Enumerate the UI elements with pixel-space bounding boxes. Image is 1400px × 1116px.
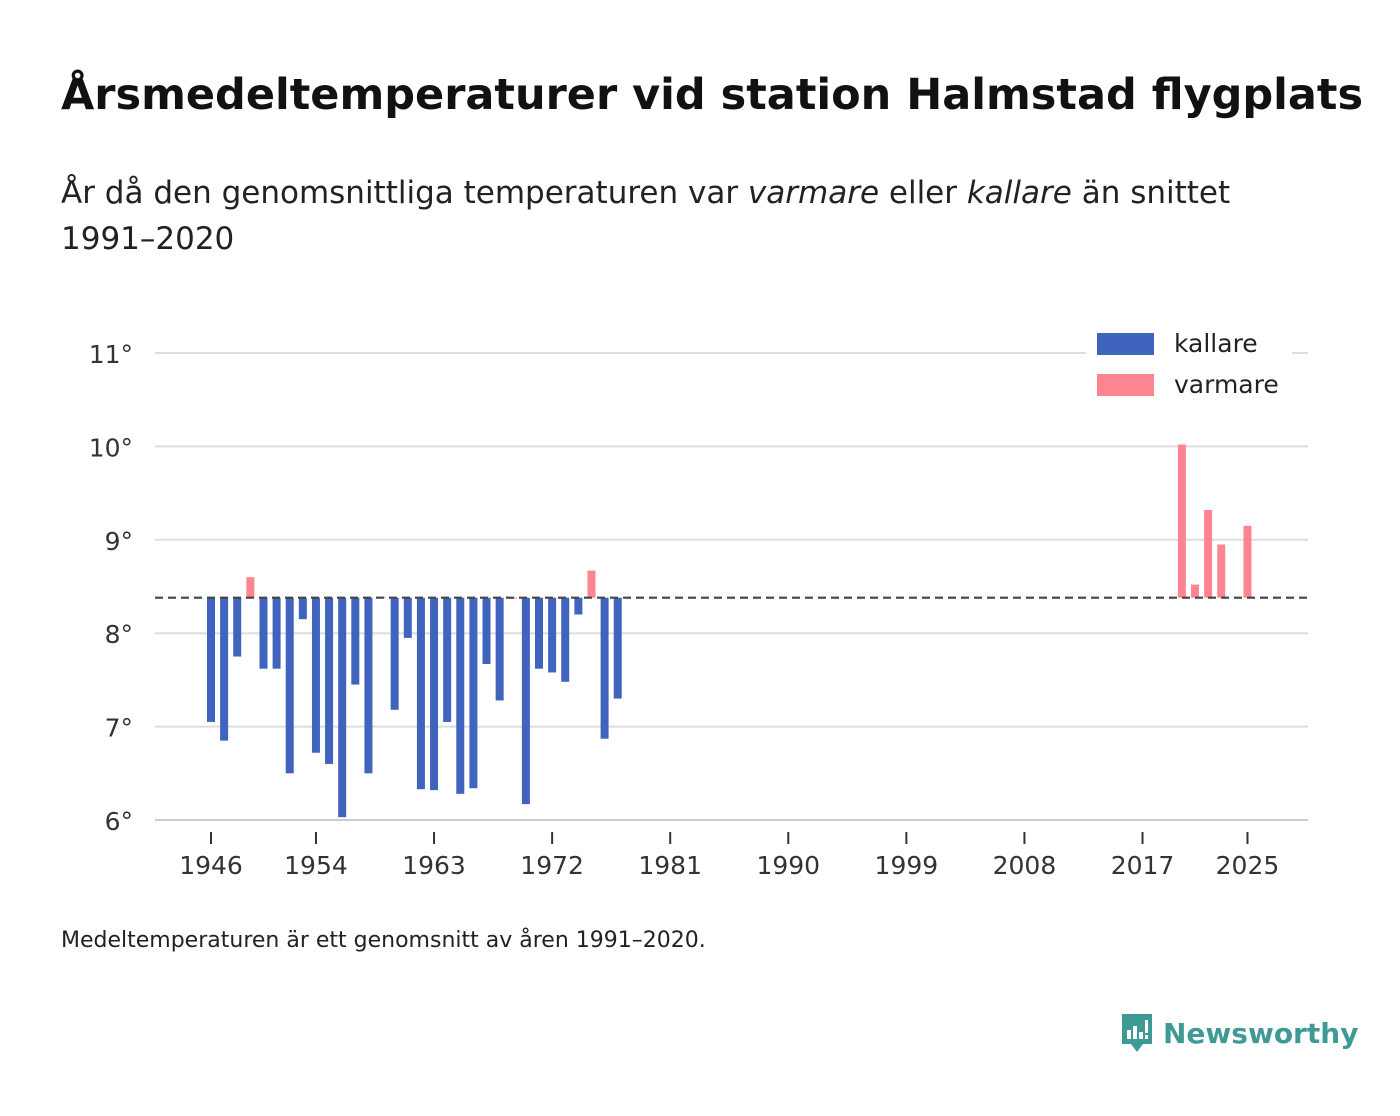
bar-cold [390,597,399,710]
x-axis: 1946 1954 1963 1972 1981 1990 1999 2008 2017 2025 [179,832,1279,880]
bar-cold [220,597,229,741]
bar-warm [1243,525,1252,598]
x-tick-label: 1981 [638,851,702,880]
bar-cold [548,597,557,673]
y-tick-label: 7° [105,714,133,743]
subtitle-text-2: eller [879,175,967,211]
x-tick-label: 2017 [1111,851,1175,880]
bar-cold [416,597,425,790]
subtitle-em-warmer: varmare [747,175,880,211]
legend-label-varmare: varmare [1174,370,1279,399]
temperature-bar-chart: 6°7°8°9°10°11° 1946 1954 1963 1972 1981 1990 1… [88,322,1308,880]
subtitle-em-colder: kallare [966,175,1072,211]
bar-warm [1217,544,1226,598]
bar-cold [613,597,622,699]
bar-cold [338,597,347,818]
gridlines [155,352,1308,821]
x-tick-label: 1972 [520,851,584,880]
bar-cold [285,597,294,774]
y-tick-label: 8° [105,620,133,649]
bar-cold [456,597,465,794]
x-tick-label: 1946 [179,851,243,880]
bar-cold [561,597,570,682]
bar-cold [207,597,215,722]
subtitle-text-1: År då den genomsnittliga temperaturen va… [61,175,748,211]
bar-warm [1204,509,1213,598]
bar-warm [587,570,596,598]
x-tick-label: 2025 [1216,851,1280,880]
subtitle-text-3: än snittet 1991–2020 [61,175,1231,257]
bar-cold [351,597,360,685]
bar-cold [325,597,334,764]
newsworthy-logo[interactable]: Newsworthy [1119,1012,1358,1054]
y-axis-ticks: 6° 7° 8° 9° 10° 11° [89,340,133,836]
bar-cold [495,597,504,701]
x-tick-label: 2008 [993,851,1057,880]
bar-cold [403,597,412,638]
bar-cold [482,597,491,665]
y-tick-label: 9° [105,527,133,556]
bar-cold [600,597,609,739]
legend-swatch-kallare [1097,333,1154,355]
newsworthy-logo-icon [1122,1014,1152,1052]
bar-cold [272,597,281,669]
bar-cold [430,597,439,791]
bar-warm [246,577,255,598]
bar-cold [233,597,242,657]
footnote: Medeltemperaturen är ett genomsnitt av å… [61,928,706,953]
y-tick-label: 10° [89,433,133,462]
bar-warm [1191,584,1199,598]
bar-cold [521,597,530,805]
bar-cold [535,597,543,669]
y-tick-label: 6° [105,807,133,836]
brand-name: Newsworthy [1163,1016,1359,1050]
bar-cold [311,597,320,753]
x-tick-label: 1963 [402,851,466,880]
bar-cold [259,597,268,669]
bar-cold [574,597,583,615]
bar-cold [364,597,373,774]
bar-warm [1177,444,1186,598]
x-tick-label: 1990 [756,851,820,880]
bar-cold [469,597,478,789]
x-tick-label: 1999 [875,851,939,880]
legend-swatch-varmare [1097,374,1154,396]
bars [207,444,1252,818]
bar-cold [298,597,307,620]
legend: kallare varmare [1086,322,1292,408]
legend-label-kallare: kallare [1174,329,1258,358]
bar-cold [443,597,452,722]
y-tick-label: 11° [89,340,133,369]
chart-subtitle: År då den genomsnittliga temperaturen va… [61,170,1301,262]
x-tick-label: 1954 [284,851,348,880]
chart-title: Årsmedeltemperaturer vid station Halmsta… [61,70,1364,120]
